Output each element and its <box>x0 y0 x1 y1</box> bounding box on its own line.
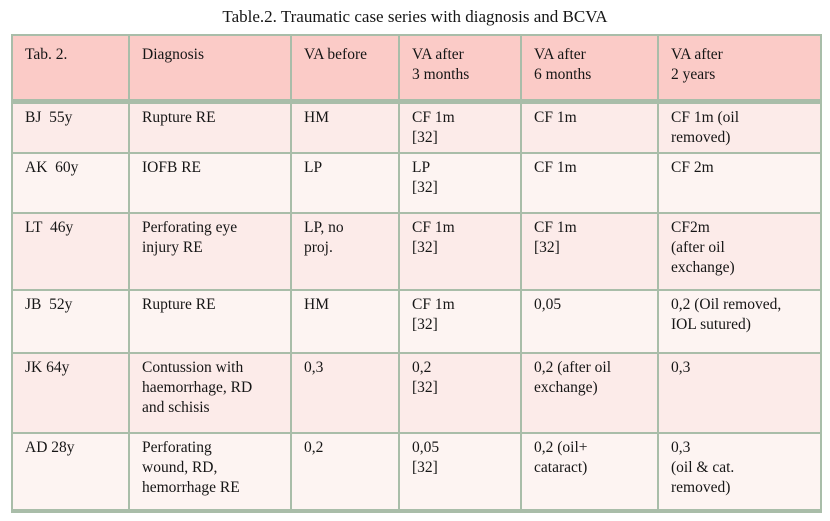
table-cell: LP, no proj. <box>290 211 400 291</box>
table-cell: AD 28y <box>11 431 130 512</box>
table-cell: CF 1m [32] <box>398 211 522 291</box>
table-cell: CF 1m <box>520 100 659 154</box>
table-cell: Perforating eye injury RE <box>128 211 292 291</box>
table-cell: Rupture RE <box>128 100 292 154</box>
table-cell: CF 2m <box>657 151 822 214</box>
table-cell: LT 46y <box>11 211 130 291</box>
table-cell: CF 1m (oil removed) <box>657 100 822 154</box>
table-cell: 0,2 [32] <box>398 351 522 434</box>
table-cell: HM <box>290 288 400 354</box>
table-cell: CF 1m [32] <box>398 288 522 354</box>
table-cell: 0,3 <box>290 351 400 434</box>
table-cell: IOFB RE <box>128 151 292 214</box>
table-row: AD 28y Perforating wound, RD, hemorrhage… <box>11 431 822 512</box>
table-cell: AK 60y <box>11 151 130 214</box>
column-header-case: Tab. 2. <box>11 34 130 104</box>
table-cell: 0,3 <box>657 351 822 434</box>
table-cell: HM <box>290 100 400 154</box>
column-header-va-3-months: VA after 3 months <box>398 34 522 104</box>
table-cell: BJ 55y <box>11 100 130 154</box>
case-series-table: Tab. 2. Diagnosis VA before VA after 3 m… <box>11 34 822 513</box>
table-caption: Table.2. Traumatic case series with diag… <box>222 7 608 26</box>
table-row: LT 46y Perforating eye injury RE LP, no … <box>11 211 822 291</box>
table-cell: 0,2 (oil+ cataract) <box>520 431 659 512</box>
table-cell: 0,2 (Oil removed, IOL sutured) <box>657 288 822 354</box>
table-cell: Perforating wound, RD, hemorrhage RE <box>128 431 292 512</box>
table-cell: CF 1m <box>520 151 659 214</box>
table-cell: 0,05 <box>520 288 659 354</box>
column-header-va-2-years: VA after 2 years <box>657 34 822 104</box>
table-cell: 0,2 <box>290 431 400 512</box>
table-cell: CF 1m [32] <box>520 211 659 291</box>
table-row: JB 52y Rupture RE HM CF 1m [32] 0,05 0,2… <box>11 288 822 354</box>
header-row: Tab. 2. Diagnosis VA before VA after 3 m… <box>11 34 822 104</box>
table-row: AK 60y IOFB RE LP LP [32] CF 1m CF 2m <box>11 151 822 214</box>
table-cell: LP [32] <box>398 151 522 214</box>
table-row: BJ 55y Rupture RE HM CF 1m [32] CF 1m CF… <box>11 100 822 154</box>
table-cell: 0,3 (oil & cat. removed) <box>657 431 822 512</box>
table-cell: Contussion with haemorrhage, RD and schi… <box>128 351 292 434</box>
column-header-va-6-months: VA after 6 months <box>520 34 659 104</box>
table-cell: 0,2 (after oil exchange) <box>520 351 659 434</box>
table-cell: CF2m (after oil exchange) <box>657 211 822 291</box>
table-cell: LP <box>290 151 400 214</box>
table-cell: JK 64y <box>11 351 130 434</box>
table-cell: CF 1m [32] <box>398 100 522 154</box>
column-header-va-before: VA before <box>290 34 400 104</box>
table-cell: Rupture RE <box>128 288 292 354</box>
table-cell: JB 52y <box>11 288 130 354</box>
table-cell: 0,05 [32] <box>398 431 522 512</box>
column-header-diagnosis: Diagnosis <box>128 34 292 104</box>
table-row: JK 64y Contussion with haemorrhage, RD a… <box>11 351 822 434</box>
